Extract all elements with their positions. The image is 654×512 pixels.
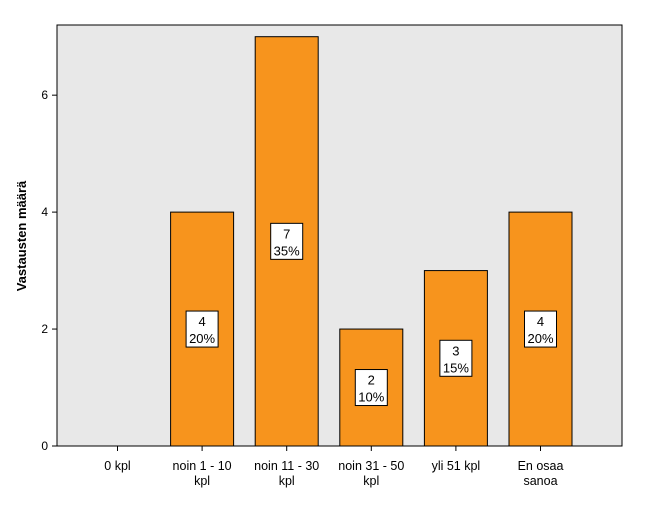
x-axis: 0 kpl noin 1 - 10 kpl noin 11 - 30 kpl noin 3… <box>104 446 563 488</box>
data-label-count: 3 <box>452 343 459 358</box>
x-tick-label: noin 31 - 50 kpl <box>338 459 404 488</box>
y-axis: 0 2 4 6 <box>41 88 57 453</box>
data-label-box <box>354 369 388 407</box>
x-tick-label: En osaa sanoa <box>518 459 564 488</box>
data-label-box <box>524 310 557 348</box>
data-label-box <box>439 339 473 377</box>
x-tick-label: 0 kpl <box>104 459 130 473</box>
data-label-count: 7 <box>283 226 290 241</box>
y-tick-label: 4 <box>41 205 48 219</box>
data-label-count: 4 <box>198 314 205 329</box>
x-tick-label: noin 11 - 30 kpl <box>254 459 319 488</box>
x-tick-label: noin 1 - 10 kpl <box>173 459 232 488</box>
data-label-percent: 35% <box>274 243 300 258</box>
data-label-count: 2 <box>368 373 375 388</box>
data-label-count: 4 <box>537 314 544 329</box>
y-tick-label: 2 <box>41 322 48 336</box>
data-label-percent: 20% <box>189 331 215 346</box>
x-tick-label: yli 51 kpl <box>432 459 481 473</box>
data-label-box <box>185 310 219 348</box>
y-tick-label: 0 <box>41 439 48 453</box>
data-label-percent: 15% <box>443 360 469 375</box>
data-label-percent: 20% <box>527 331 553 346</box>
data-label-percent: 10% <box>358 390 384 405</box>
data-label-box <box>270 222 304 260</box>
y-axis-title: Vastausten määrä <box>14 180 29 291</box>
y-tick-label: 6 <box>41 88 48 102</box>
